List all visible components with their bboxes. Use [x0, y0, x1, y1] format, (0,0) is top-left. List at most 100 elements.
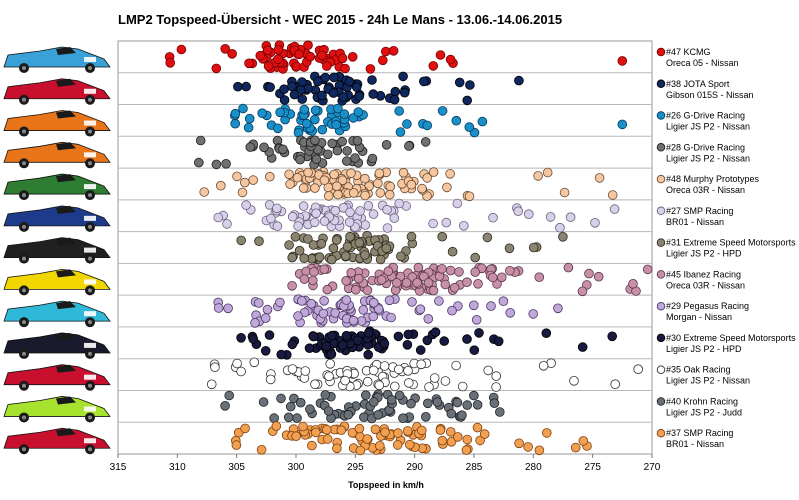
data-point [415, 304, 426, 315]
data-point [412, 277, 422, 288]
legend-car: Ligier JS P2 - Judd [666, 408, 742, 418]
data-points [164, 40, 653, 456]
data-point [347, 51, 358, 62]
data-point [389, 213, 400, 223]
data-point [300, 366, 311, 376]
data-point [393, 331, 404, 342]
data-point [344, 217, 355, 228]
data-point [264, 330, 275, 340]
data-point [473, 278, 483, 289]
data-point [331, 235, 342, 245]
data-point [445, 427, 456, 437]
data-point [368, 365, 379, 376]
data-point [569, 375, 579, 386]
data-point [465, 80, 475, 90]
data-point [545, 212, 556, 222]
data-point [437, 231, 448, 242]
car-image [3, 173, 111, 201]
x-axis: 315 310 305 300 295 290 285 280 275 270 [110, 454, 661, 473]
legend-swatch [656, 79, 666, 89]
data-point [452, 432, 463, 442]
data-point [360, 220, 371, 230]
series-1 [164, 40, 628, 74]
data-point [394, 390, 405, 401]
data-point [232, 171, 242, 182]
data-point [223, 303, 233, 314]
legend-team: #47 KCMG [666, 47, 711, 57]
car-image [3, 332, 111, 359]
data-point [256, 444, 267, 455]
data-point [289, 89, 300, 100]
data-point [265, 374, 276, 385]
data-point [565, 212, 576, 223]
data-point [607, 331, 617, 342]
data-point [341, 276, 351, 286]
data-point [350, 284, 361, 295]
data-point [249, 357, 260, 368]
legend-team: #28 G-Drive Racing [666, 142, 745, 152]
data-point [379, 338, 390, 349]
data-point [293, 311, 303, 321]
series-13 [231, 421, 592, 456]
data-point [241, 81, 251, 92]
data-point [479, 429, 490, 439]
data-point [486, 301, 496, 311]
data-point [538, 360, 549, 371]
data-point [309, 114, 320, 125]
data-point [293, 221, 303, 231]
data-point [374, 168, 385, 179]
data-point [401, 277, 412, 288]
data-point [389, 94, 400, 105]
legend-team: #38 JOTA Sport [666, 79, 730, 89]
x-tick-label: 300 [288, 462, 305, 473]
data-point [365, 64, 376, 74]
data-point [262, 45, 273, 55]
data-point [416, 425, 427, 436]
data-point [298, 183, 309, 193]
data-point [309, 267, 319, 277]
data-point [340, 251, 351, 261]
data-point [331, 119, 342, 130]
data-point [452, 397, 463, 408]
data-point [307, 440, 317, 451]
data-point [311, 154, 322, 165]
data-point [388, 45, 399, 56]
data-point [333, 103, 343, 114]
data-point [389, 381, 400, 392]
data-point [287, 211, 298, 222]
data-point [415, 345, 426, 355]
data-point [441, 217, 452, 228]
data-point [471, 314, 482, 325]
data-point [276, 349, 287, 360]
data-point [423, 277, 434, 288]
data-point [385, 181, 396, 192]
data-point [243, 122, 254, 133]
series-2 [233, 71, 524, 106]
data-point [354, 238, 365, 248]
data-point [435, 425, 446, 435]
data-point [424, 382, 434, 392]
data-point [432, 397, 443, 407]
data-point [563, 262, 574, 273]
car-image [3, 268, 111, 296]
data-point [319, 264, 330, 275]
data-point [319, 295, 329, 306]
data-point [306, 298, 317, 309]
car-image [3, 141, 111, 169]
data-point [384, 189, 395, 200]
data-point [447, 246, 458, 257]
data-point [283, 412, 294, 423]
data-point [348, 315, 359, 326]
data-point [325, 358, 336, 369]
data-point [523, 442, 533, 452]
data-point [317, 90, 327, 101]
data-point [337, 136, 347, 147]
data-point [305, 51, 316, 62]
data-point [610, 379, 620, 390]
data-point [342, 241, 353, 252]
data-point [462, 334, 472, 344]
data-point [236, 332, 246, 343]
car-image [3, 396, 111, 423]
